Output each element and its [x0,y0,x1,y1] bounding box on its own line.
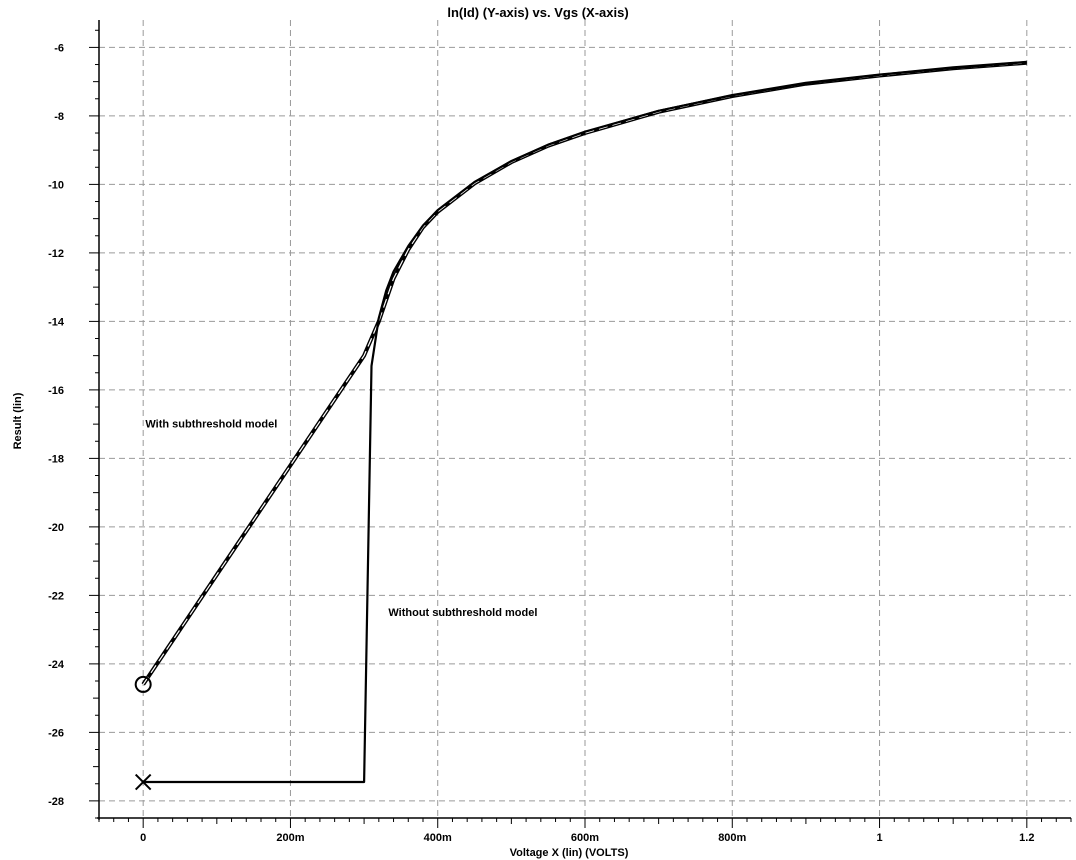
annotation-label: With subthreshold model [145,419,277,431]
y-tick-label: -24 [48,659,65,671]
x-tick-label: 1 [876,832,882,844]
y-tick-label: -26 [48,727,64,739]
y-tick-label: -28 [48,796,64,808]
annotation-label: Without subthreshold model [388,607,537,619]
y-axis-title: Result (lin) [12,392,24,449]
x-tick-label: 800m [718,832,746,844]
y-tick-label: -14 [48,316,65,328]
x-tick-label: 200m [276,832,304,844]
x-tick-label: 400m [424,832,452,844]
y-tick-label: -16 [48,385,64,397]
x-tick-label: 0 [140,832,146,844]
y-tick-label: -18 [48,453,64,465]
x-tick-label: 600m [571,832,599,844]
y-tick-label: -22 [48,590,64,602]
labels: ln(Id) (Y-axis) vs. Vgs (X-axis) Voltage… [12,5,629,859]
y-tick-label: -20 [48,522,64,534]
y-tick-label: -10 [48,179,64,191]
x-tick-label: 1.2 [1019,832,1034,844]
x-axis-title: Voltage X (lin) (VOLTS) [510,847,629,859]
chart-title: ln(Id) (Y-axis) vs. Vgs (X-axis) [447,5,628,20]
y-tick-label: -8 [54,111,64,123]
y-tick-label: -6 [54,42,64,54]
y-tick-label: -12 [48,248,64,260]
